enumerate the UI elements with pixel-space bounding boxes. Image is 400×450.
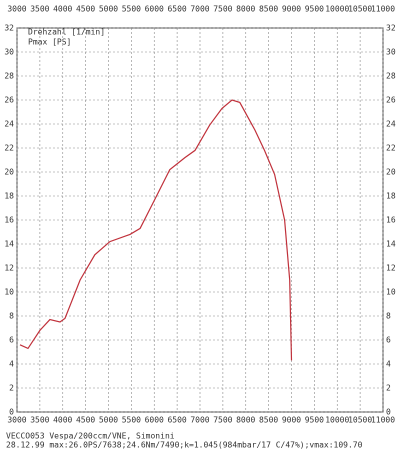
x-tick-label: 9500 <box>305 416 324 425</box>
x-tick-label: 4500 <box>76 416 95 425</box>
y-tick-label: 8 <box>386 312 391 321</box>
x-tick-label: 3500 <box>30 416 49 425</box>
y-tick-label: 8 <box>9 312 14 321</box>
power-curve <box>19 99 293 361</box>
x-tick-label: 6000 <box>145 416 164 425</box>
y-tick-label: 16 <box>386 216 396 225</box>
x-tick-label: 7500 <box>213 416 232 425</box>
x-tick-label: 4000 <box>53 416 72 425</box>
y-tick-label: 10 <box>4 288 14 297</box>
y-tick-label: 10 <box>386 288 396 297</box>
y-tick-label: 4 <box>386 360 391 369</box>
y-tick-label: 24 <box>386 120 396 129</box>
y-tick-label: 2 <box>386 384 391 393</box>
legend-entry: Drehzahl [1/min] <box>28 28 105 37</box>
x-tick-label: 5500 <box>122 5 141 14</box>
x-tick-label: 11000 <box>371 5 395 14</box>
y-tick-label: 16 <box>4 216 14 225</box>
x-tick-label: 7500 <box>213 5 232 14</box>
x-tick-label: 9000 <box>282 5 301 14</box>
y-tick-label: 0 <box>9 408 14 417</box>
x-tick-label: 8500 <box>259 5 278 14</box>
y-tick-label: 18 <box>4 192 14 201</box>
y-tick-label: 26 <box>4 96 14 105</box>
x-tick-label: 9000 <box>282 416 301 425</box>
x-tick-label: 3000 <box>7 5 26 14</box>
y-tick-label: 22 <box>4 144 14 153</box>
y-tick-label: 4 <box>9 360 14 369</box>
y-tick-label: 30 <box>386 48 396 57</box>
y-tick-label: 32 <box>4 24 14 33</box>
x-tick-label: 5500 <box>122 416 141 425</box>
y-tick-label: 22 <box>386 144 396 153</box>
x-tick-label: 8000 <box>236 416 255 425</box>
y-tick-label: 12 <box>386 264 396 273</box>
y-tick-label: 12 <box>4 264 14 273</box>
x-tick-label: 7000 <box>190 416 209 425</box>
x-tick-label: 6500 <box>167 416 186 425</box>
y-tick-label: 6 <box>386 336 391 345</box>
x-tick-label: 6000 <box>145 5 164 14</box>
y-tick-label: 18 <box>386 192 396 201</box>
x-tick-label: 10500 <box>348 416 372 425</box>
footer-line: 28.12.99 max:26.0PS/7638;24.6Nm/7490;k=1… <box>6 441 363 450</box>
y-tick-label: 28 <box>386 72 396 81</box>
x-tick-label: 6500 <box>167 5 186 14</box>
x-tick-label: 3000 <box>7 416 26 425</box>
x-tick-label: 4000 <box>53 5 72 14</box>
y-tick-label: 28 <box>4 72 14 81</box>
x-tick-label: 3500 <box>30 5 49 14</box>
y-tick-label: 2 <box>9 384 14 393</box>
y-tick-label: 20 <box>386 168 396 177</box>
y-tick-label: 6 <box>9 336 14 345</box>
footer-line: VECCO053 Vespa/200ccm/VNE, Simonini <box>6 432 175 441</box>
x-tick-label: 9500 <box>305 5 324 14</box>
y-tick-label: 24 <box>4 120 14 129</box>
y-tick-label: 14 <box>4 240 14 249</box>
x-tick-label: 11000 <box>371 416 395 425</box>
y-tick-label: 32 <box>386 24 396 33</box>
y-tick-label: 0 <box>386 408 391 417</box>
legend-entry: Pmax [PS] <box>28 38 71 47</box>
x-tick-label: 7000 <box>190 5 209 14</box>
x-tick-label: 5000 <box>99 5 118 14</box>
x-tick-label: 8500 <box>259 416 278 425</box>
y-tick-label: 14 <box>386 240 396 249</box>
y-tick-label: 20 <box>4 168 14 177</box>
x-tick-label: 10500 <box>348 5 372 14</box>
x-tick-label: 10000 <box>325 5 349 14</box>
x-tick-label: 4500 <box>76 5 95 14</box>
x-tick-label: 8000 <box>236 5 255 14</box>
y-tick-label: 26 <box>386 96 396 105</box>
x-tick-label: 10000 <box>325 416 349 425</box>
x-tick-label: 5000 <box>99 416 118 425</box>
y-tick-label: 30 <box>4 48 14 57</box>
